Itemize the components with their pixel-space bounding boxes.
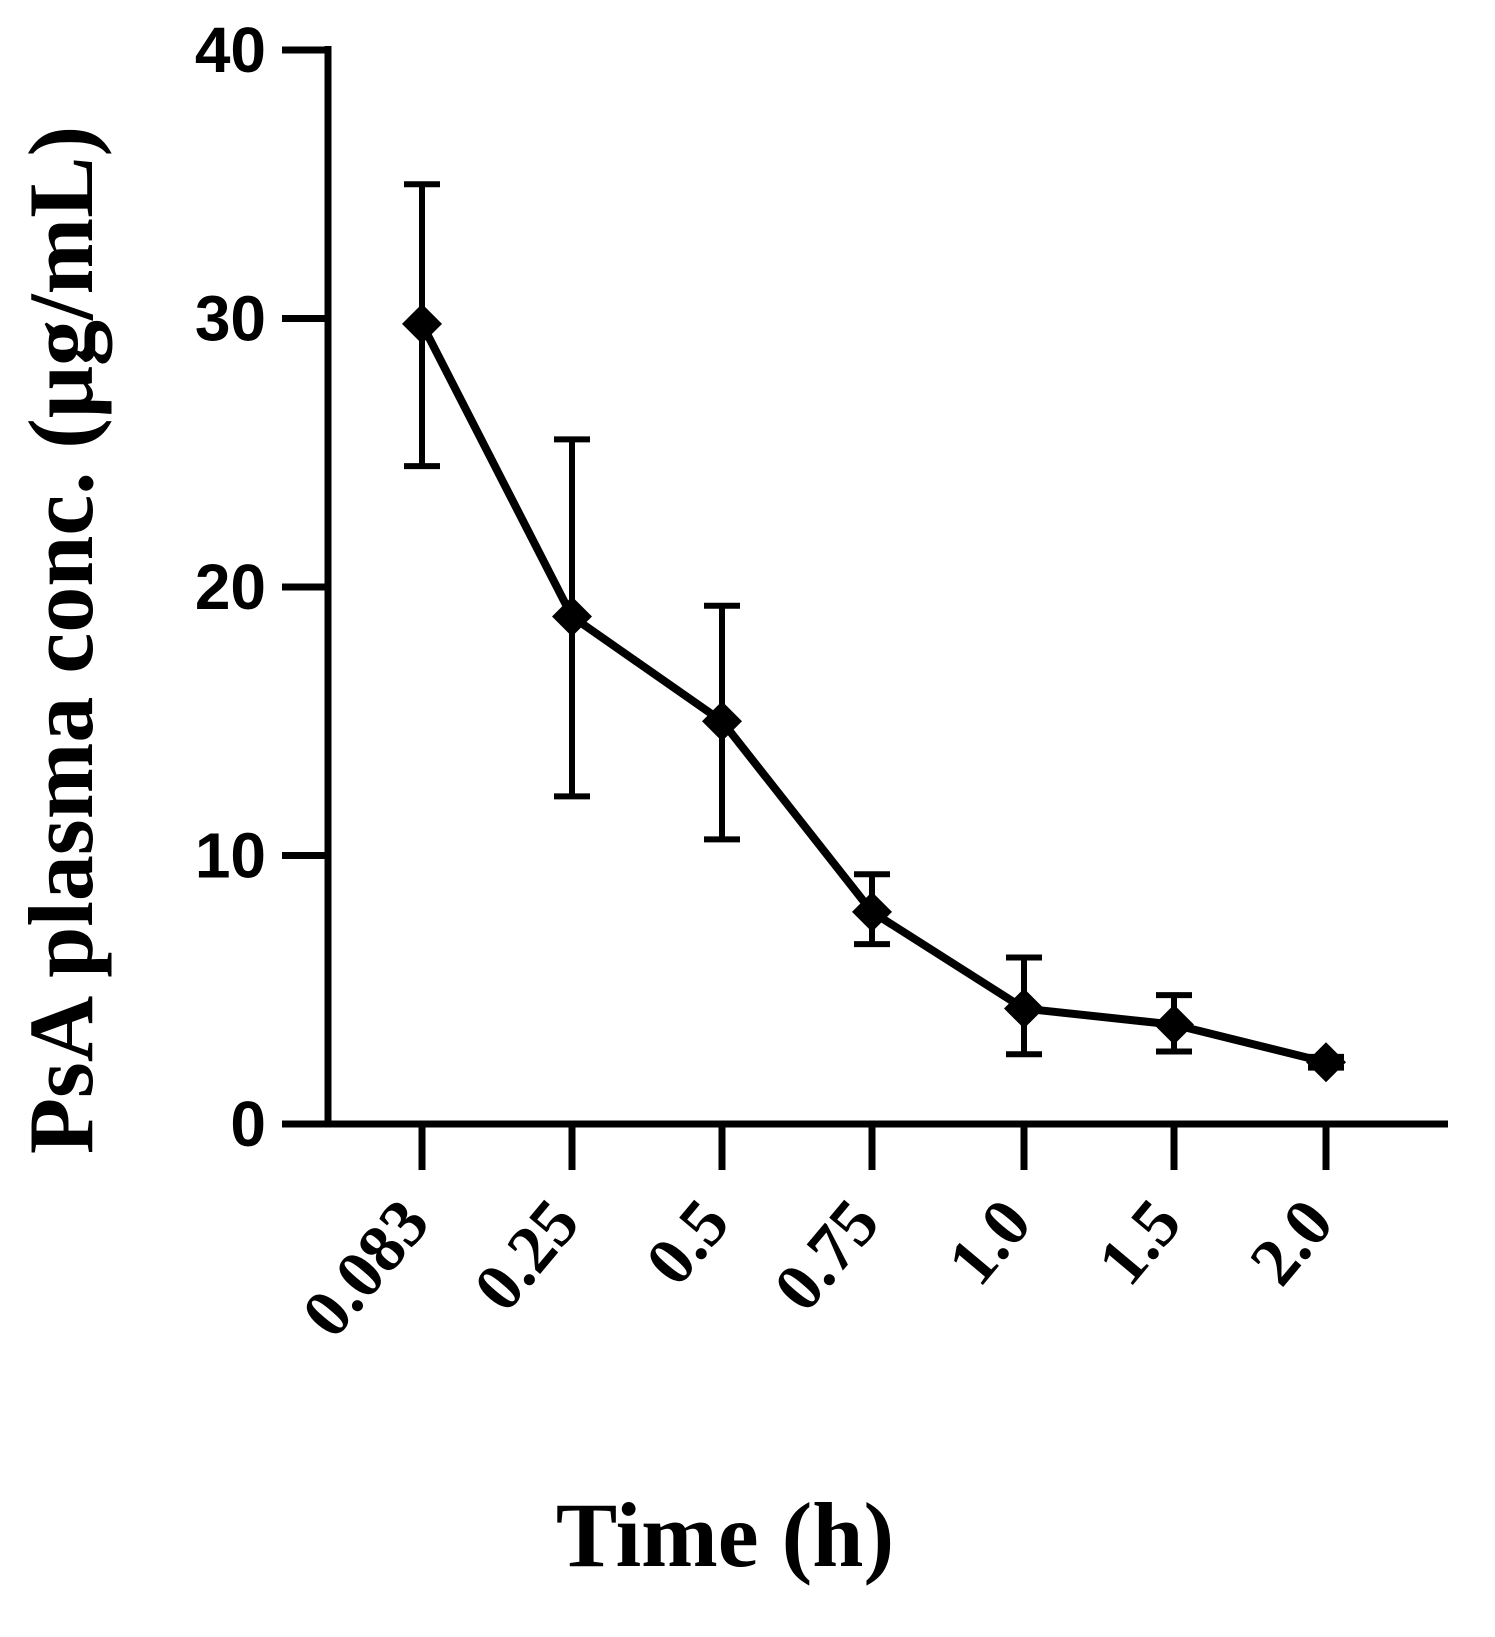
y-tick-label: 30 xyxy=(195,283,266,355)
x-tick-label: 0.25 xyxy=(459,1185,594,1325)
data-point xyxy=(852,891,892,932)
y-tick-label: 40 xyxy=(195,14,266,86)
data-point xyxy=(702,701,742,742)
y-ticks: 0 10 20 30 40 xyxy=(195,14,328,1160)
data-point xyxy=(402,303,442,344)
series-line xyxy=(418,322,1327,1067)
data-markers xyxy=(402,303,1346,1083)
data-point xyxy=(1154,1004,1194,1045)
x-ticks: 0.083 0.25 0.5 0.75 1.0 1.5 2.0 xyxy=(287,1124,1348,1351)
x-tick-label: 0.083 xyxy=(287,1185,444,1351)
y-axis-title: PsA plasma conc. (μg/mL) xyxy=(10,126,112,1154)
x-tick-label: 2.0 xyxy=(1235,1185,1348,1299)
x-tick-label: 1.5 xyxy=(1083,1185,1196,1299)
y-tick-label: 10 xyxy=(195,820,266,892)
y-tick-label: 20 xyxy=(195,551,266,623)
data-point xyxy=(1306,1042,1346,1083)
x-tick-label: 0.75 xyxy=(759,1185,894,1325)
data-point xyxy=(552,596,592,637)
x-tick-label: 0.5 xyxy=(631,1185,744,1299)
x-tick-label: 1.0 xyxy=(933,1185,1046,1299)
x-axis-title: Time (h) xyxy=(556,1484,894,1586)
data-point xyxy=(1004,988,1044,1029)
error-bars xyxy=(404,181,1344,1071)
y-tick-label: 0 xyxy=(230,1088,266,1160)
